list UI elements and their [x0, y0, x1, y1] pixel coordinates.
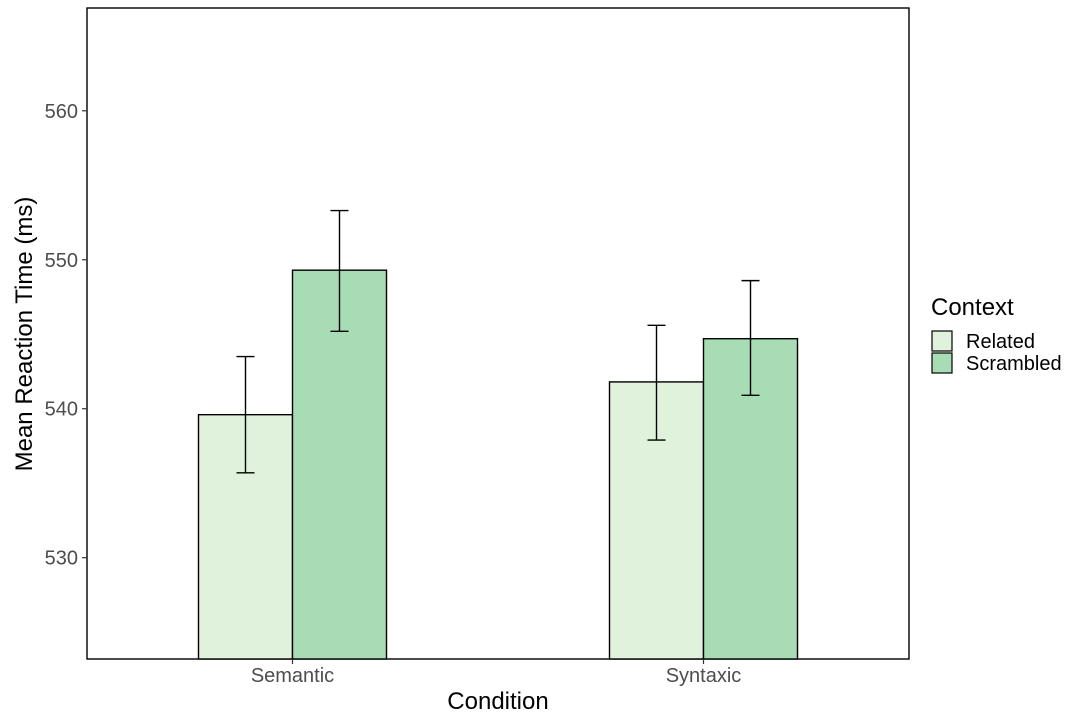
x-axis-title: Condition [447, 688, 548, 713]
legend: Context Related Scrambled [931, 294, 1062, 375]
errorbars-layer [236, 209, 760, 474]
legend-label-related: Related [966, 331, 1035, 353]
x-tick-label-syntaxic: Syntaxic [666, 665, 742, 687]
x-axis: Semantic Syntaxic [251, 659, 741, 687]
y-tick-label-560: 560 [45, 101, 78, 123]
x-tick-label-semantic: Semantic [251, 665, 334, 687]
error-bar-scrambled-syntaxic [741, 279, 760, 397]
legend-title: Context [931, 294, 1014, 321]
y-tick-label-530: 530 [45, 548, 78, 570]
legend-key-related [931, 330, 953, 352]
y-tick-label-550: 550 [45, 250, 78, 272]
y-tick-label-540: 540 [45, 399, 78, 421]
error-bar-related-syntaxic [647, 324, 666, 441]
y-axis: 530 540 550 560 [45, 101, 87, 570]
legend-key-scrambled [931, 352, 953, 374]
y-axis-title: Mean Reaction Time (ms) [11, 197, 38, 472]
error-bar-related-semantic [236, 355, 255, 474]
error-bar-scrambled-semantic [330, 209, 349, 332]
legend-label-scrambled: Scrambled [966, 353, 1062, 375]
